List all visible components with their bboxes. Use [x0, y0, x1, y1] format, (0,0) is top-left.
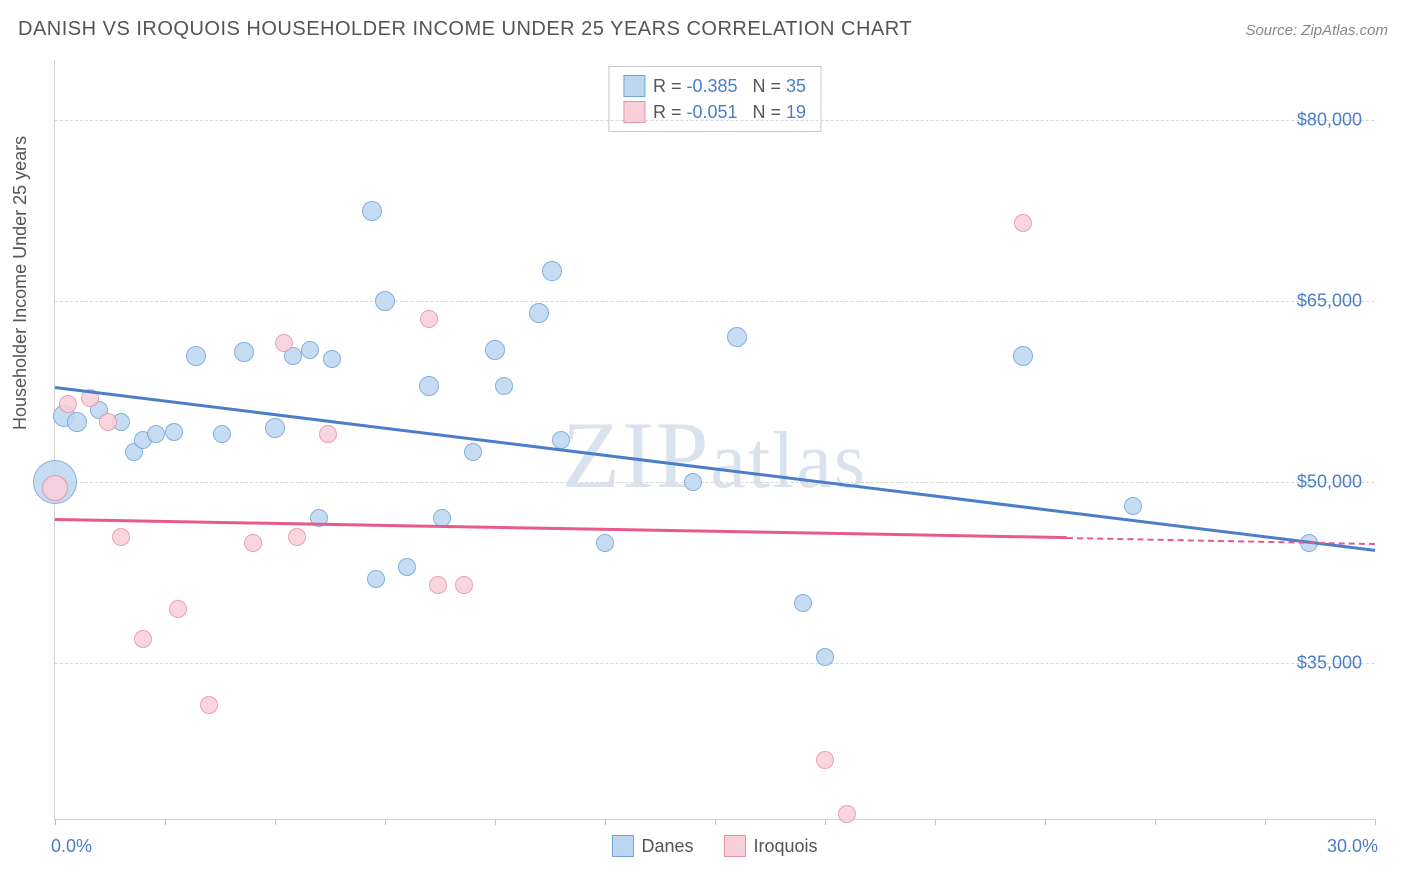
data-point	[67, 412, 87, 432]
legend-correlation: R = -0.385 N = 35R = -0.051 N = 19	[608, 66, 821, 132]
data-point	[169, 600, 187, 618]
data-point	[186, 346, 206, 366]
title-bar: DANISH VS IROQUOIS HOUSEHOLDER INCOME UN…	[18, 18, 1388, 41]
legend-series-item: Danes	[611, 835, 693, 857]
data-point	[596, 534, 614, 552]
data-point	[816, 751, 834, 769]
x-tick	[385, 819, 386, 825]
legend-correlation-row: R = -0.385 N = 35	[623, 75, 806, 97]
legend-series-item: Iroquois	[723, 835, 817, 857]
data-point	[542, 261, 562, 281]
data-point	[301, 341, 319, 359]
data-point	[42, 475, 68, 501]
data-point	[1014, 214, 1032, 232]
x-tick	[825, 819, 826, 825]
plot-area: ZIPatlas R = -0.385 N = 35R = -0.051 N =…	[54, 60, 1374, 820]
data-point	[816, 648, 834, 666]
y-axis-title: Householder Income Under 25 years	[10, 136, 31, 430]
data-point	[727, 327, 747, 347]
data-point	[429, 576, 447, 594]
x-tick	[715, 819, 716, 825]
x-axis-min-label: 0.0%	[51, 836, 92, 857]
data-point	[838, 805, 856, 823]
x-tick	[55, 819, 56, 825]
data-point	[323, 350, 341, 368]
chart-title: DANISH VS IROQUOIS HOUSEHOLDER INCOME UN…	[18, 18, 912, 41]
y-tick-label: $65,000	[1297, 291, 1362, 312]
data-point	[398, 558, 416, 576]
data-point	[244, 534, 262, 552]
gridline	[55, 482, 1374, 483]
legend-series-label: Danes	[641, 836, 693, 857]
data-point	[794, 594, 812, 612]
data-point	[375, 291, 395, 311]
y-tick-label: $80,000	[1297, 110, 1362, 131]
data-point	[213, 425, 231, 443]
x-tick	[935, 819, 936, 825]
data-point	[485, 340, 505, 360]
x-tick	[1375, 819, 1376, 825]
x-tick	[1265, 819, 1266, 825]
data-point	[265, 418, 285, 438]
data-point	[165, 423, 183, 441]
data-point	[134, 630, 152, 648]
data-point	[367, 570, 385, 588]
x-tick	[495, 819, 496, 825]
data-point	[420, 310, 438, 328]
x-tick	[275, 819, 276, 825]
x-tick	[165, 819, 166, 825]
gridline	[55, 120, 1374, 121]
data-point	[529, 303, 549, 323]
gridline	[55, 663, 1374, 664]
data-point	[362, 201, 382, 221]
y-tick-label: $35,000	[1297, 653, 1362, 674]
x-axis-max-label: 30.0%	[1327, 836, 1378, 857]
trend-line	[55, 518, 1067, 539]
legend-swatch	[723, 835, 745, 857]
legend-series-label: Iroquois	[753, 836, 817, 857]
data-point	[200, 696, 218, 714]
source-label: Source: ZipAtlas.com	[1245, 22, 1388, 39]
data-point	[684, 473, 702, 491]
x-tick	[1155, 819, 1156, 825]
trend-line	[1067, 537, 1375, 545]
data-point	[59, 395, 77, 413]
data-point	[319, 425, 337, 443]
x-tick	[1045, 819, 1046, 825]
data-point	[419, 376, 439, 396]
data-point	[99, 413, 117, 431]
legend-swatch	[623, 75, 645, 97]
data-point	[464, 443, 482, 461]
data-point	[495, 377, 513, 395]
data-point	[147, 425, 165, 443]
data-point	[552, 431, 570, 449]
data-point	[288, 528, 306, 546]
gridline	[55, 301, 1374, 302]
data-point	[112, 528, 130, 546]
data-point	[1124, 497, 1142, 515]
legend-series: Danes Iroquois	[611, 835, 817, 857]
legend-swatch	[611, 835, 633, 857]
trend-line	[55, 386, 1375, 552]
x-tick	[605, 819, 606, 825]
y-tick-label: $50,000	[1297, 472, 1362, 493]
data-point	[275, 334, 293, 352]
data-point	[455, 576, 473, 594]
data-point	[1013, 346, 1033, 366]
data-point	[234, 342, 254, 362]
